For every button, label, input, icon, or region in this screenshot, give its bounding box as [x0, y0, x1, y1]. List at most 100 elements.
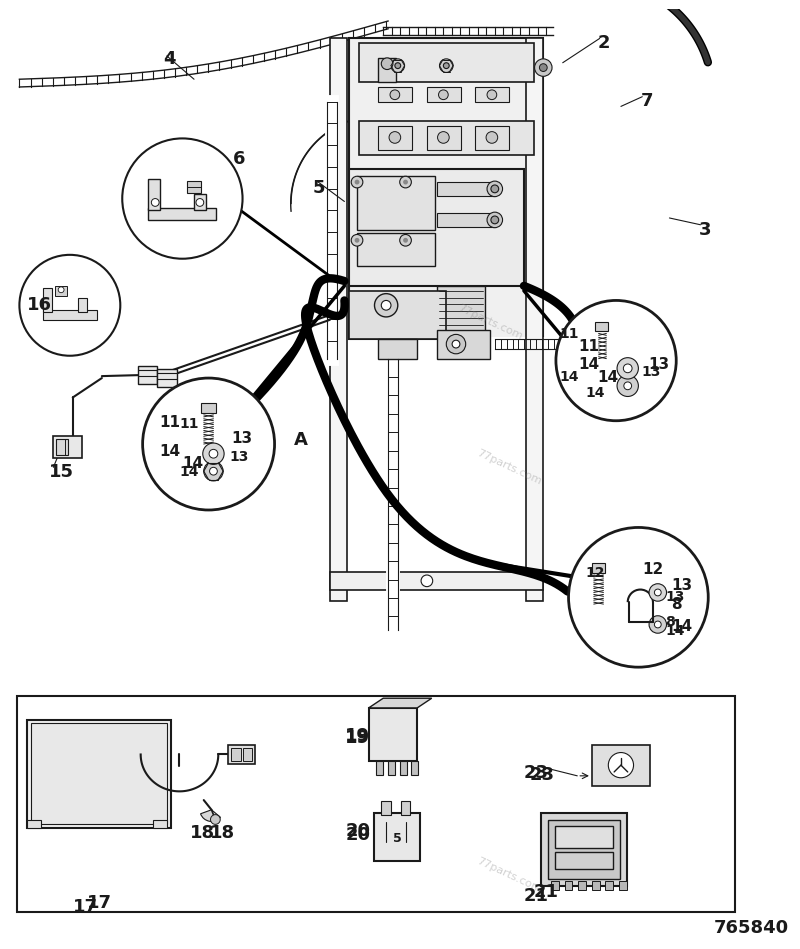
Circle shape: [649, 616, 666, 633]
Bar: [56, 439, 68, 455]
Bar: [27, 821, 41, 828]
Text: A: A: [294, 432, 308, 450]
Bar: [54, 437, 82, 457]
Circle shape: [351, 177, 363, 188]
Circle shape: [569, 528, 708, 667]
Circle shape: [354, 238, 359, 243]
Circle shape: [395, 63, 401, 68]
Circle shape: [354, 179, 359, 184]
Text: 17: 17: [73, 898, 98, 916]
Text: 11: 11: [578, 339, 599, 354]
Bar: [42, 310, 97, 320]
Bar: [194, 194, 206, 211]
Text: 11: 11: [179, 417, 199, 431]
Circle shape: [403, 238, 408, 243]
Text: 4: 4: [163, 50, 175, 68]
Circle shape: [374, 293, 398, 317]
Bar: [369, 708, 417, 761]
Circle shape: [382, 301, 391, 310]
Bar: [526, 39, 543, 602]
Bar: [592, 564, 606, 573]
Bar: [427, 87, 461, 102]
Text: 77parts.com: 77parts.com: [475, 448, 543, 487]
Circle shape: [539, 64, 547, 71]
Bar: [374, 812, 420, 861]
Circle shape: [204, 461, 223, 481]
Text: 8: 8: [666, 615, 675, 629]
Circle shape: [654, 589, 661, 596]
Circle shape: [438, 90, 448, 100]
Circle shape: [623, 364, 632, 373]
Bar: [157, 369, 177, 387]
Circle shape: [19, 255, 120, 356]
Circle shape: [443, 63, 449, 68]
Circle shape: [617, 358, 638, 379]
Text: 20: 20: [346, 827, 370, 845]
Circle shape: [491, 216, 498, 224]
Circle shape: [209, 450, 218, 458]
Bar: [78, 298, 87, 312]
Bar: [31, 723, 167, 825]
Bar: [555, 851, 613, 869]
Bar: [378, 58, 396, 83]
Text: 23: 23: [530, 766, 554, 784]
Circle shape: [439, 59, 453, 72]
Circle shape: [400, 234, 411, 246]
Bar: [201, 403, 216, 413]
Bar: [27, 719, 170, 828]
Bar: [359, 121, 534, 155]
Text: 14: 14: [179, 465, 199, 479]
Circle shape: [487, 213, 502, 228]
Text: 13: 13: [231, 432, 252, 446]
Bar: [55, 286, 67, 295]
Text: 14: 14: [578, 357, 599, 372]
Bar: [548, 821, 620, 879]
Text: 20: 20: [346, 823, 370, 841]
Circle shape: [58, 287, 64, 292]
Bar: [437, 214, 494, 227]
Bar: [401, 801, 410, 814]
Bar: [551, 881, 559, 890]
Text: 12: 12: [642, 563, 663, 577]
Circle shape: [624, 381, 631, 390]
Circle shape: [649, 584, 666, 602]
Circle shape: [202, 443, 224, 464]
Circle shape: [390, 90, 400, 100]
Bar: [377, 761, 383, 775]
Polygon shape: [369, 698, 432, 708]
Bar: [378, 339, 417, 359]
Circle shape: [534, 59, 552, 76]
Bar: [411, 761, 418, 775]
Bar: [330, 39, 347, 602]
Text: 765840: 765840: [714, 920, 789, 938]
Bar: [187, 181, 201, 193]
Bar: [350, 170, 524, 286]
Bar: [592, 881, 599, 890]
Text: 21: 21: [534, 883, 558, 901]
Bar: [228, 745, 255, 764]
Circle shape: [438, 132, 449, 143]
Bar: [330, 572, 543, 589]
Circle shape: [142, 378, 274, 510]
Text: 14: 14: [598, 370, 618, 385]
Bar: [42, 288, 52, 312]
Text: 16: 16: [27, 295, 52, 313]
Text: 11: 11: [560, 326, 579, 341]
Bar: [359, 44, 534, 83]
Bar: [437, 329, 490, 359]
Circle shape: [403, 179, 408, 184]
Text: 14: 14: [560, 370, 579, 384]
Text: 12: 12: [585, 567, 605, 580]
Text: 6: 6: [233, 150, 246, 168]
Text: 13: 13: [671, 578, 693, 593]
Circle shape: [487, 181, 502, 196]
Bar: [594, 322, 608, 331]
Text: 23: 23: [524, 764, 549, 782]
Text: 13: 13: [648, 357, 670, 372]
Text: 19: 19: [346, 729, 370, 747]
Circle shape: [491, 185, 498, 193]
Bar: [475, 126, 510, 150]
Bar: [378, 87, 412, 102]
Text: 2: 2: [598, 33, 610, 51]
Bar: [565, 881, 573, 890]
